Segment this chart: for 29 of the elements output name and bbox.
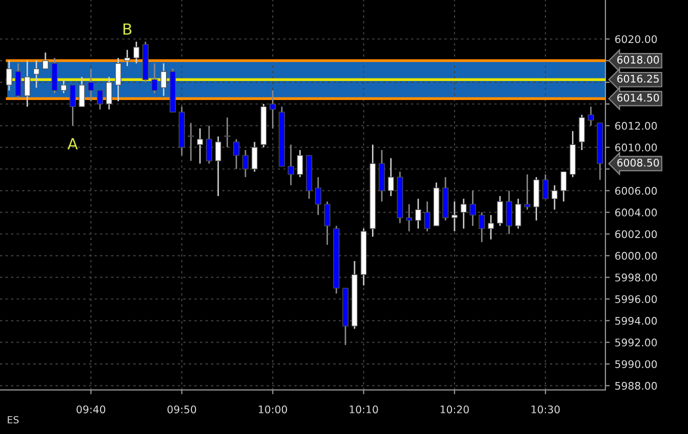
- y-tick-label: 5990.00: [615, 360, 657, 368]
- y-tick-label: 6012.00: [615, 122, 657, 130]
- x-tick-label: 10:00: [258, 405, 288, 414]
- y-tick-label: 6002.00: [615, 230, 657, 238]
- y-tick-label: 5998.00: [615, 274, 657, 282]
- annotation: 6008.50: [617, 158, 659, 167]
- y-tick-label: 6004.00: [615, 208, 657, 216]
- x-tick-label: 10:20: [440, 405, 469, 414]
- candlestick: [124, 49, 130, 67]
- y-tick-label: 6010.00: [615, 144, 657, 152]
- text: ES: [8, 416, 19, 424]
- x-tick-label: 10:10: [350, 405, 378, 414]
- ref-line-label: 6016.25: [617, 74, 659, 83]
- y-tick-label: 6000.00: [615, 252, 657, 260]
- x-tick-label: 09:40: [76, 405, 106, 414]
- annotation: A: [68, 138, 78, 150]
- x-tick-label: 09:50: [167, 405, 196, 414]
- ref-line-label: 6014.50: [617, 94, 659, 102]
- ref-line-label: 6018.00: [617, 56, 659, 64]
- candlestick: [42, 52, 49, 70]
- y-tick-label: 6020.00: [615, 35, 657, 44]
- y-tick-label: 5996.00: [615, 295, 657, 304]
- candlestick: [133, 41, 140, 64]
- y-tick-label: 5992.00: [615, 338, 657, 346]
- x-tick-label: 10:30: [532, 405, 560, 414]
- y-tick-label: 5994.00: [615, 316, 657, 325]
- y-tick-label: 6006.00: [615, 186, 657, 195]
- y-tick-label: 5988.00: [615, 382, 657, 390]
- annotation: B: [124, 23, 132, 35]
